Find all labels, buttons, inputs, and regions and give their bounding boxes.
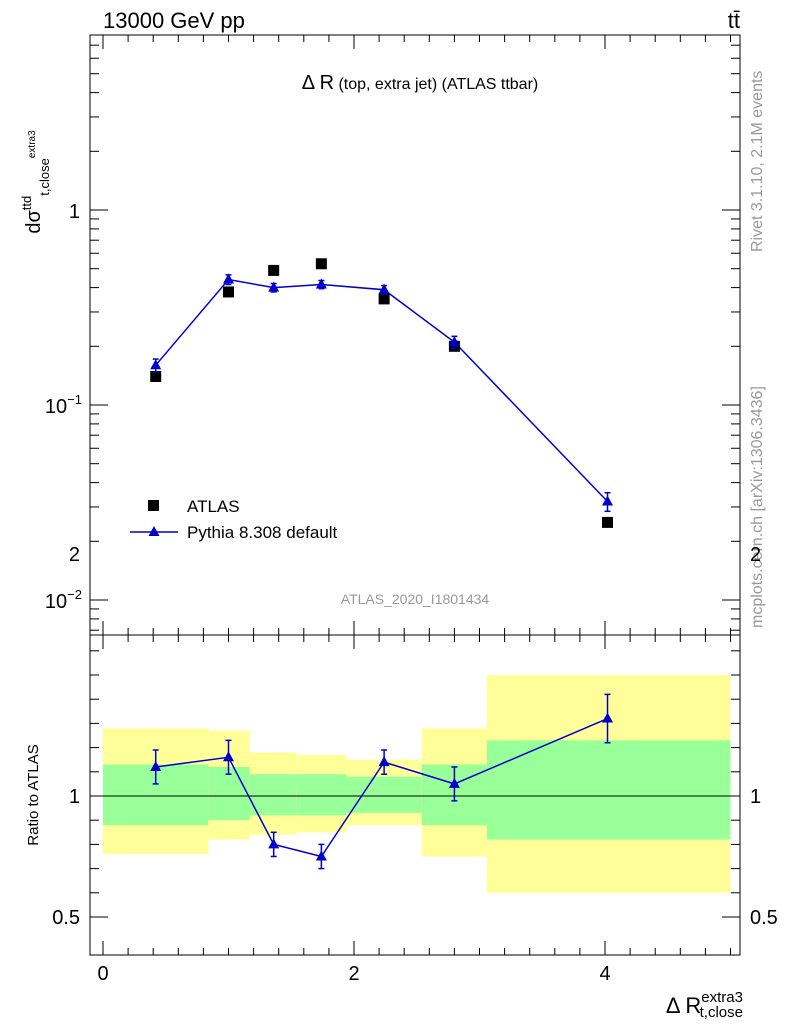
main-y-axis-label: dσttdt,closeextra3	[19, 130, 52, 234]
ratio-mc-point	[268, 838, 280, 849]
main-title: Δ R (top, extra jet) (ATLAS ttbar)	[302, 72, 538, 94]
ratio-frame	[89, 634, 741, 956]
x-tick-label: 2	[348, 963, 359, 985]
y-tick-label-1: 1	[69, 201, 80, 223]
y-tick-label-1e-1: 10−1	[45, 392, 82, 418]
legend-label-pythia: Pythia 8.308 default	[187, 523, 338, 542]
svg-text:dσttdt,closeextra3: dσttdt,closeextra3	[19, 130, 52, 234]
band-inner	[208, 766, 250, 821]
mc-point	[268, 281, 280, 292]
x-label-sup: extra3	[701, 989, 743, 1006]
y-label-sup: ttd	[19, 196, 34, 210]
y-label-main: dσ	[23, 210, 45, 234]
data-point	[223, 286, 234, 298]
header-right: tt̄	[728, 8, 740, 33]
header-left: 13000 GeV pp	[103, 8, 245, 33]
legend-marker-atlas	[148, 500, 159, 511]
main-title-delta-r: Δ R	[302, 72, 334, 94]
band-inner	[296, 774, 347, 816]
x-tick-label: 4	[599, 963, 610, 985]
ratio-mc-point	[602, 712, 614, 723]
x-label-main: Δ R	[666, 993, 701, 1018]
mc-point	[223, 273, 234, 284]
main-ticks	[90, 35, 740, 635]
y-label-sub-sup: extra3	[27, 130, 38, 158]
ratio-ticks	[90, 635, 740, 955]
ratio-mc-point	[315, 850, 327, 861]
ratio-marks	[90, 675, 740, 893]
ratio-mc-point	[223, 751, 234, 762]
ratio-y-axis-label: Ratio to ATLAS	[25, 744, 42, 845]
band-inner	[487, 740, 731, 840]
mc-line	[155, 278, 609, 503]
data-point	[602, 516, 614, 528]
ratio-y-tick-label: 0.5	[52, 907, 80, 929]
main-panel: Δ R (top, extra jet) (ATLAS ttbar) ATLAS…	[19, 34, 741, 636]
analysis-tag: ATLAS_2020_I1801434	[341, 591, 490, 607]
x-tick-label: 0	[97, 963, 108, 985]
y-tick-label-1e-2: 10−2	[45, 587, 82, 613]
ratio-y-tick-label-right: 1	[750, 786, 761, 808]
legend: ATLAS Pythia 8.308 default	[130, 497, 338, 542]
mcplots-label: mcplots.cern.ch [arXiv:1306.3436]	[749, 386, 766, 628]
main-marks	[150, 258, 614, 528]
legend-label-atlas: ATLAS	[187, 497, 240, 516]
main-title-rest: (top, extra jet) (ATLAS ttbar)	[334, 76, 538, 93]
x-axis-label: Δ Rextra3	[666, 989, 743, 1018]
data-point	[378, 293, 390, 305]
band-inner	[346, 776, 422, 813]
ratio-tick-labels: 0.5 0.5 1 1 2 2 0 2 4	[52, 544, 778, 985]
x-label-sub: t,close	[700, 1004, 743, 1021]
main-frame	[89, 34, 741, 636]
mc-point	[602, 495, 614, 506]
band-inner	[249, 774, 297, 816]
ratio-mc-point	[150, 760, 162, 771]
legend-marker-pythia	[148, 526, 160, 536]
y-label-sub: t,close	[37, 158, 52, 196]
ratio-mc-point	[378, 756, 390, 767]
ratio-y-tick-label-right: 0.5	[750, 907, 778, 929]
data-point	[268, 264, 280, 276]
data-point	[315, 258, 327, 270]
data-point	[150, 371, 162, 383]
mc-point	[378, 283, 390, 294]
mc-point	[448, 336, 460, 347]
ratio-y-tick-label: 2	[69, 544, 80, 566]
ratio-mc-point	[448, 777, 460, 788]
ratio-y-tick-label-right: 2	[750, 544, 761, 566]
ratio-panel: 0.5 0.5 1 1 2 2 0 2 4 Ratio to ATLAS Δ Rextra3 t…	[25, 544, 778, 1021]
mc-point	[315, 278, 327, 289]
ratio-y-tick-label: 1	[69, 786, 80, 808]
rivet-label: Rivet 3.1.10, 2.1M events	[749, 71, 766, 252]
mc-point	[150, 359, 162, 370]
